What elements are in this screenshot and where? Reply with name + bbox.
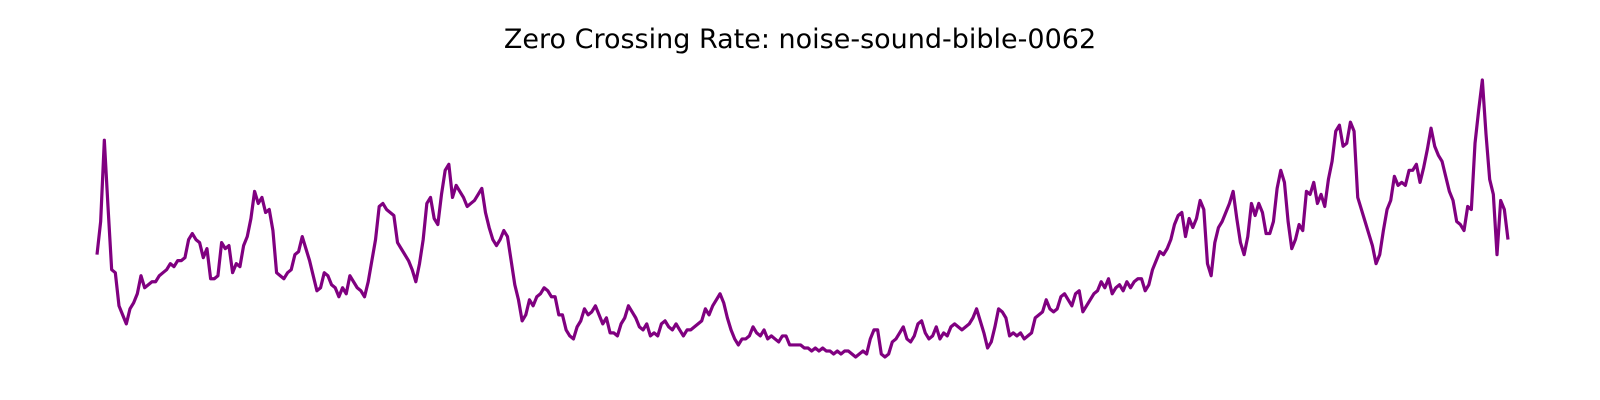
chart-title: Zero Crossing Rate: noise-sound-bible-00… <box>503 24 1097 55</box>
zcr-series-line <box>95 78 1510 359</box>
chart-marks <box>95 78 1510 359</box>
